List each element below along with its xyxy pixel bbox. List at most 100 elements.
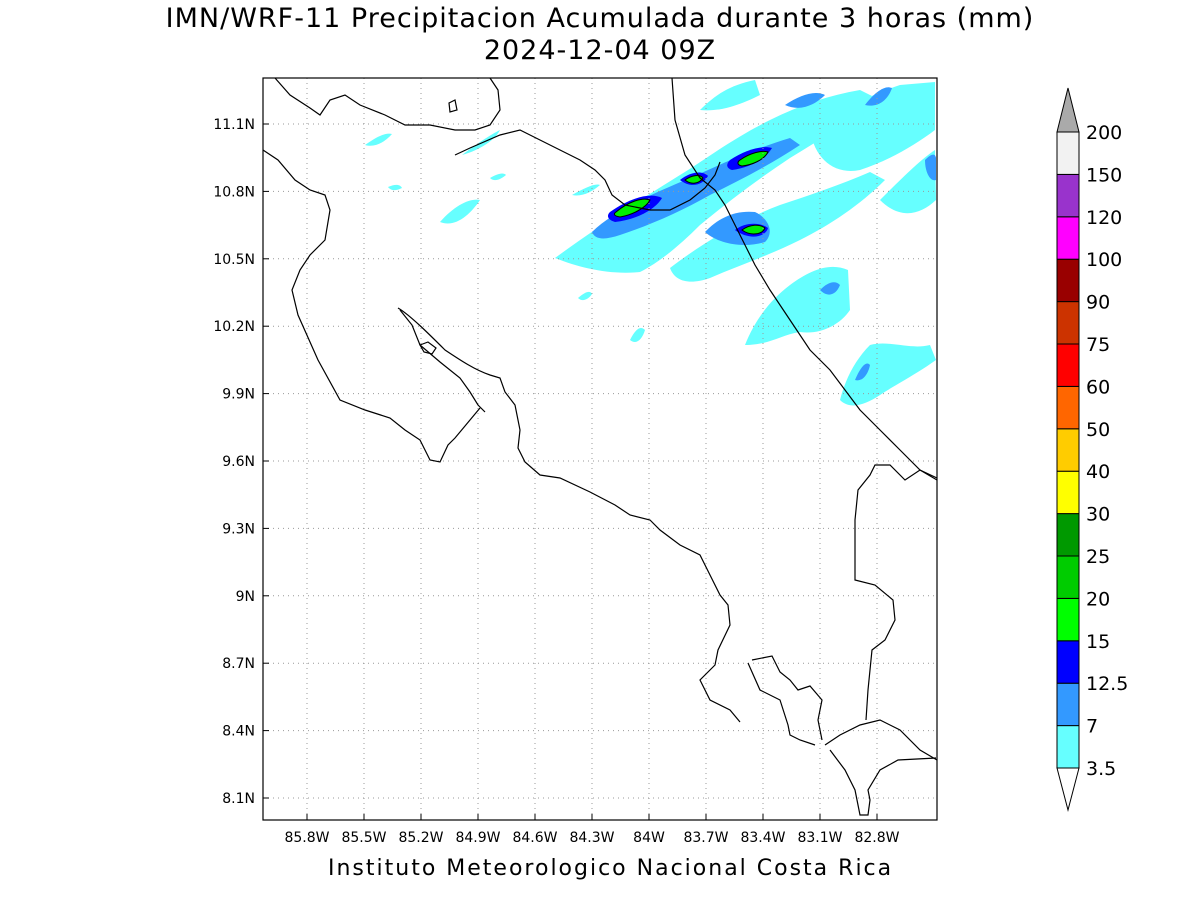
precip-band-3-5 bbox=[440, 199, 480, 224]
lon-tick-label: 83.4W bbox=[740, 830, 785, 846]
legend-swatch bbox=[1056, 173, 1080, 218]
legend-level-label: 3.5 bbox=[1086, 758, 1116, 780]
precip-band-3-5 bbox=[810, 82, 935, 171]
precip-band-3-5 bbox=[578, 291, 592, 301]
legend-level-label: 90 bbox=[1086, 292, 1110, 314]
legend-level-label: 120 bbox=[1086, 207, 1122, 229]
legend-level-label: 75 bbox=[1086, 334, 1110, 356]
precip-band-3-5 bbox=[572, 184, 600, 196]
lat-tick-label: 10.8N bbox=[213, 184, 255, 200]
precip-band-15 bbox=[684, 175, 704, 184]
legend-level-label: 25 bbox=[1086, 546, 1110, 568]
lon-tick-label: 85.8W bbox=[284, 830, 329, 846]
precip-band-3-5 bbox=[462, 130, 500, 155]
lat-tick-label: 8.7N bbox=[222, 656, 255, 672]
precip-band-3-5 bbox=[490, 173, 506, 181]
nicaragua-border bbox=[454, 129, 721, 211]
precip-band-7 bbox=[925, 154, 936, 181]
lon-tick-label: 84.9W bbox=[455, 830, 500, 846]
osa-peninsula bbox=[751, 655, 823, 741]
legend-swatch bbox=[1056, 343, 1080, 387]
map-gridlines bbox=[263, 78, 937, 820]
lake-nicaragua-shore bbox=[274, 77, 501, 131]
lat-tick-label: 10.2N bbox=[213, 319, 255, 335]
legend-swatch bbox=[1056, 216, 1080, 260]
color-legend: 3.5 7 12.5 15 20 25 30 40 50 60 75 90 100 120 150 200 bbox=[1056, 87, 1128, 812]
legend-level-label: 12.5 bbox=[1086, 673, 1128, 695]
nicoya-gulf-coast bbox=[399, 309, 486, 413]
legend-level-label: 30 bbox=[1086, 504, 1110, 526]
latitude-labels: 11.1N 10.8N 10.5N 10.2N 9.9N 9.6N 9.3N 9N 8.7N 8.… bbox=[213, 117, 255, 807]
legend-level-label: 150 bbox=[1086, 164, 1122, 186]
precip-band-7 bbox=[855, 363, 870, 381]
legend-level-label: 60 bbox=[1086, 376, 1110, 398]
precip-band-7 bbox=[865, 87, 892, 106]
lat-tick-label: 9.9N bbox=[222, 387, 255, 403]
legend-swatch bbox=[1056, 640, 1080, 684]
lat-tick-label: 11.1N bbox=[213, 117, 255, 133]
legend-level-label: 40 bbox=[1086, 461, 1110, 483]
lat-tick-label: 8.1N bbox=[222, 791, 255, 807]
caribbean-coastline bbox=[671, 77, 938, 481]
precip-band-3-5 bbox=[840, 343, 936, 406]
lat-tick-label: 10.5N bbox=[213, 252, 255, 268]
precip-band-15 bbox=[737, 150, 769, 167]
map-title: IMN/WRF-11 Precipitacion Acumulada duran… bbox=[165, 3, 1035, 34]
precip-band-3-5 bbox=[670, 172, 885, 282]
precip-band-15 bbox=[741, 224, 766, 235]
lon-tick-label: 84.6W bbox=[512, 830, 557, 846]
golfito-coast bbox=[747, 662, 816, 746]
coastline-borders bbox=[262, 77, 938, 816]
precip-band-3-5 bbox=[700, 80, 760, 111]
legend-swatch bbox=[1056, 597, 1080, 642]
lat-tick-label: 9.3N bbox=[222, 521, 255, 537]
lon-tick-label: 84W bbox=[633, 830, 665, 846]
map-subtitle-datetime: 2024-12-04 09Z bbox=[483, 35, 717, 66]
legend-swatch bbox=[1056, 682, 1080, 727]
legend-top-arrow bbox=[1056, 87, 1080, 133]
lon-tick-label: 85.5W bbox=[341, 830, 386, 846]
legend-level-label: 100 bbox=[1086, 249, 1122, 271]
legend-swatch bbox=[1056, 513, 1080, 557]
lon-tick-label: 83.1W bbox=[797, 830, 842, 846]
lon-tick-label: 84.3W bbox=[569, 830, 614, 846]
lon-tick-label: 82.8W bbox=[854, 830, 899, 846]
island-outline bbox=[419, 341, 437, 355]
central-pacific-coastline bbox=[397, 307, 741, 723]
legend-level-label: 50 bbox=[1086, 419, 1110, 441]
lon-tick-label: 83.7W bbox=[683, 830, 728, 846]
legend-level-label: 200 bbox=[1086, 122, 1122, 144]
precip-band-3-5 bbox=[745, 266, 850, 345]
legend-swatch bbox=[1056, 301, 1080, 345]
map-frame bbox=[262, 77, 938, 821]
legend-level-label: 15 bbox=[1086, 631, 1110, 653]
legend-swatch bbox=[1056, 258, 1080, 303]
legend-level-label: 7 bbox=[1086, 716, 1098, 738]
pacific-coastline bbox=[262, 149, 481, 463]
precip-band-7 bbox=[785, 93, 825, 108]
legend-swatch bbox=[1056, 470, 1080, 515]
axis-ticks bbox=[263, 123, 878, 820]
precipitation-field bbox=[365, 80, 936, 406]
legend-level-label: 20 bbox=[1086, 588, 1110, 610]
lon-tick-label: 85.2W bbox=[398, 830, 443, 846]
precip-band-7 bbox=[820, 282, 840, 295]
legend-swatch bbox=[1056, 428, 1080, 472]
precip-band-3-5 bbox=[365, 133, 392, 146]
burica-coast bbox=[824, 719, 938, 761]
island-outline bbox=[448, 99, 458, 113]
lat-tick-label: 9.6N bbox=[222, 454, 255, 470]
legend-swatch bbox=[1056, 725, 1080, 769]
legend-bottom-arrow bbox=[1056, 767, 1080, 812]
longitude-labels: 85.8W 85.5W 85.2W 84.9W 84.6W 84.3W 84W 83.7W 83… bbox=[284, 830, 899, 846]
precip-band-3-5 bbox=[880, 150, 936, 214]
footer-institution: Instituto Meteorologico Nacional Costa R… bbox=[328, 856, 894, 881]
precip-band-15 bbox=[613, 198, 651, 218]
precip-band-3-5 bbox=[630, 328, 645, 342]
panama-border bbox=[829, 749, 937, 816]
legend-swatch bbox=[1056, 131, 1080, 175]
lat-tick-label: 8.4N bbox=[222, 724, 255, 740]
legend-swatch bbox=[1056, 385, 1080, 430]
precip-band-3-5 bbox=[388, 184, 402, 191]
